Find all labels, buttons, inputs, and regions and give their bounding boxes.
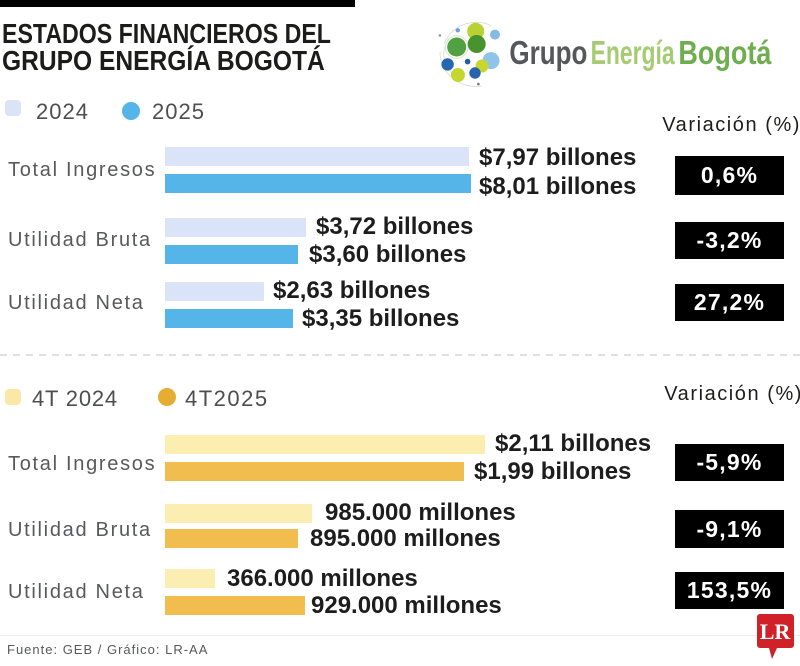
svg-text:Bogotá: Bogotá <box>678 34 772 71</box>
svg-text:Grupo: Grupo <box>509 34 587 71</box>
svg-text:LR: LR <box>760 619 792 644</box>
svg-text:Energía: Energía <box>591 34 675 71</box>
